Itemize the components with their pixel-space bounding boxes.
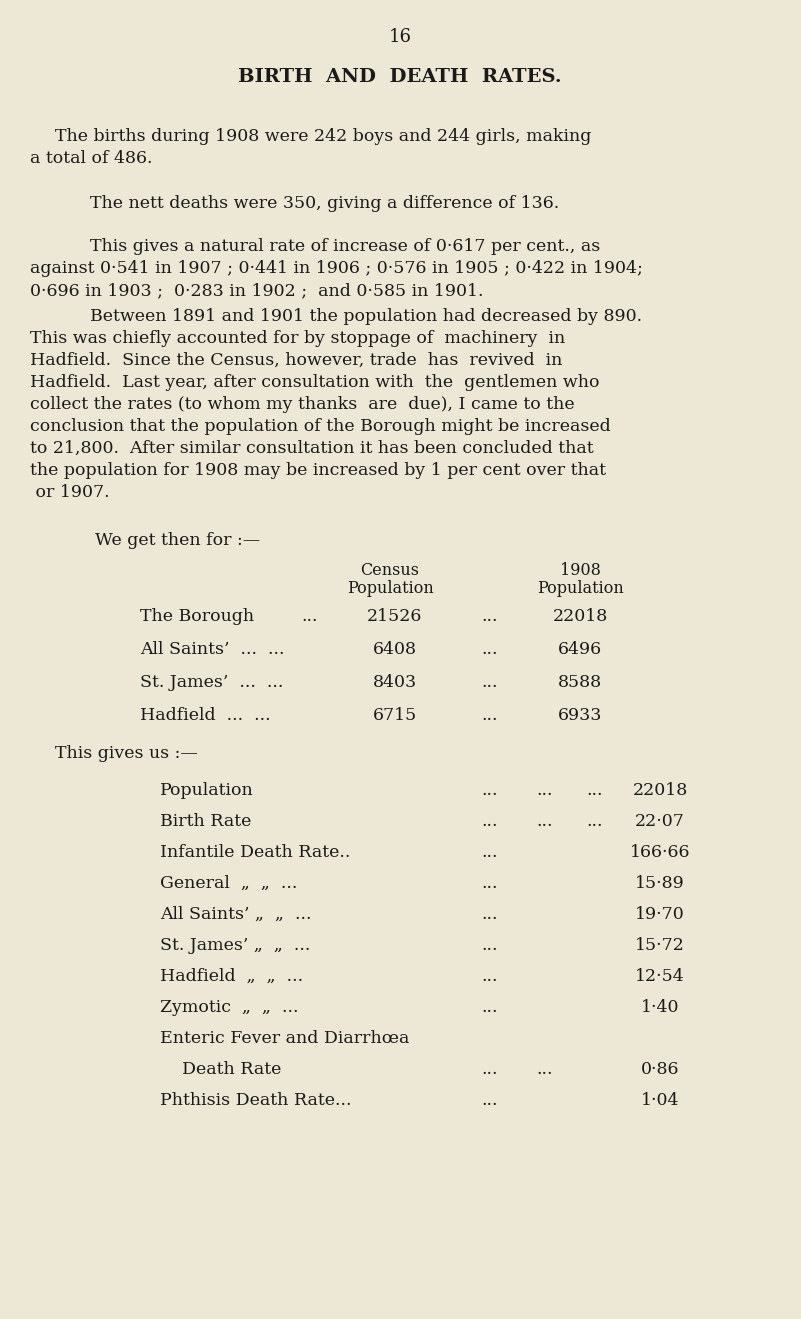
- Text: ...: ...: [481, 874, 498, 892]
- Text: 1908: 1908: [560, 562, 601, 579]
- Text: 1·40: 1·40: [641, 998, 679, 1016]
- Text: 6715: 6715: [373, 707, 417, 724]
- Text: St. James’  ...  ...: St. James’ ... ...: [140, 674, 284, 691]
- Text: ...: ...: [302, 608, 318, 625]
- Text: 6496: 6496: [558, 641, 602, 658]
- Text: the population for 1908 may be increased by 1 per cent over that: the population for 1908 may be increased…: [30, 462, 606, 479]
- Text: 21526: 21526: [368, 608, 423, 625]
- Text: This gives a natural rate of increase of 0·617 per cent., as: This gives a natural rate of increase of…: [90, 237, 600, 255]
- Text: General  „  „  ...: General „ „ ...: [160, 874, 297, 892]
- Text: a total of 486.: a total of 486.: [30, 150, 152, 168]
- Text: ...: ...: [587, 813, 603, 830]
- Text: The births during 1908 were 242 boys and 244 girls, making: The births during 1908 were 242 boys and…: [55, 128, 591, 145]
- Text: 0·696 in 1903 ;  0·283 in 1902 ;  and 0·585 in 1901.: 0·696 in 1903 ; 0·283 in 1902 ; and 0·58…: [30, 282, 484, 299]
- Text: against 0·541 in 1907 ; 0·441 in 1906 ; 0·576 in 1905 ; 0·422 in 1904;: against 0·541 in 1907 ; 0·441 in 1906 ; …: [30, 260, 643, 277]
- Text: ...: ...: [481, 844, 498, 861]
- Text: Population: Population: [160, 782, 254, 799]
- Text: Census: Census: [360, 562, 420, 579]
- Text: Death Rate: Death Rate: [160, 1060, 281, 1078]
- Text: This gives us :—: This gives us :—: [55, 745, 198, 762]
- Text: Enteric Fever and Diarrhœa: Enteric Fever and Diarrhœa: [160, 1030, 409, 1047]
- Text: collect the rates (to whom my thanks  are  due), I came to the: collect the rates (to whom my thanks are…: [30, 396, 574, 413]
- Text: Population: Population: [347, 580, 433, 598]
- Text: Population: Population: [537, 580, 623, 598]
- Text: 1·04: 1·04: [641, 1092, 679, 1109]
- Text: 0·86: 0·86: [641, 1060, 679, 1078]
- Text: ...: ...: [537, 782, 553, 799]
- Text: The Borough: The Borough: [140, 608, 254, 625]
- Text: Hadfield.  Since the Census, however, trade  has  revived  in: Hadfield. Since the Census, however, tra…: [30, 352, 562, 369]
- Text: conclusion that the population of the Borough might be increased: conclusion that the population of the Bo…: [30, 418, 610, 435]
- Text: ...: ...: [481, 674, 498, 691]
- Text: ...: ...: [481, 608, 498, 625]
- Text: to 21,800.  After similar consultation it has been concluded that: to 21,800. After similar consultation it…: [30, 441, 594, 456]
- Text: This was chiefly accounted for by stoppage of  machinery  in: This was chiefly accounted for by stoppa…: [30, 330, 566, 347]
- Text: 8588: 8588: [558, 674, 602, 691]
- Text: 166·66: 166·66: [630, 844, 690, 861]
- Text: Hadfield.  Last year, after consultation with  thе  gentlemen who: Hadfield. Last year, after consultation …: [30, 375, 599, 390]
- Text: ...: ...: [481, 782, 498, 799]
- Text: St. James’ „  „  ...: St. James’ „ „ ...: [160, 936, 310, 954]
- Text: 22018: 22018: [632, 782, 687, 799]
- Text: We get then for :—: We get then for :—: [95, 532, 260, 549]
- Text: 22018: 22018: [553, 608, 608, 625]
- Text: BIRTH  AND  DEATH  RATES.: BIRTH AND DEATH RATES.: [238, 69, 562, 86]
- Text: Hadfield  ...  ...: Hadfield ... ...: [140, 707, 271, 724]
- Text: 6408: 6408: [373, 641, 417, 658]
- Text: ...: ...: [481, 998, 498, 1016]
- Text: ...: ...: [587, 782, 603, 799]
- Text: 19·70: 19·70: [635, 906, 685, 923]
- Text: ...: ...: [481, 707, 498, 724]
- Text: Infantile Death Rate..: Infantile Death Rate..: [160, 844, 350, 861]
- Text: ...: ...: [481, 968, 498, 985]
- Text: All Saints’  ...  ...: All Saints’ ... ...: [140, 641, 284, 658]
- Text: Hadfield  „  „  ...: Hadfield „ „ ...: [160, 968, 303, 985]
- Text: ...: ...: [481, 641, 498, 658]
- Text: 6933: 6933: [557, 707, 602, 724]
- Text: 8403: 8403: [373, 674, 417, 691]
- Text: ...: ...: [481, 936, 498, 954]
- Text: Phthisis Death Rate...: Phthisis Death Rate...: [160, 1092, 352, 1109]
- Text: Between 1891 and 1901 the population had decreased by 890.: Between 1891 and 1901 the population had…: [90, 309, 642, 324]
- Text: The nett deaths were 350, giving a difference of 136.: The nett deaths were 350, giving a diffe…: [90, 195, 559, 212]
- Text: ...: ...: [481, 906, 498, 923]
- Text: ...: ...: [481, 1060, 498, 1078]
- Text: ...: ...: [481, 1092, 498, 1109]
- Text: or 1907.: or 1907.: [30, 484, 110, 501]
- Text: 15·89: 15·89: [635, 874, 685, 892]
- Text: 22·07: 22·07: [635, 813, 685, 830]
- Text: 15·72: 15·72: [635, 936, 685, 954]
- Text: ...: ...: [481, 813, 498, 830]
- Text: ...: ...: [537, 1060, 553, 1078]
- Text: ...: ...: [537, 813, 553, 830]
- Text: All Saints’ „  „  ...: All Saints’ „ „ ...: [160, 906, 312, 923]
- Text: 12·54: 12·54: [635, 968, 685, 985]
- Text: Birth Rate: Birth Rate: [160, 813, 252, 830]
- Text: Zymotic  „  „  ...: Zymotic „ „ ...: [160, 998, 299, 1016]
- Text: 16: 16: [388, 28, 412, 46]
